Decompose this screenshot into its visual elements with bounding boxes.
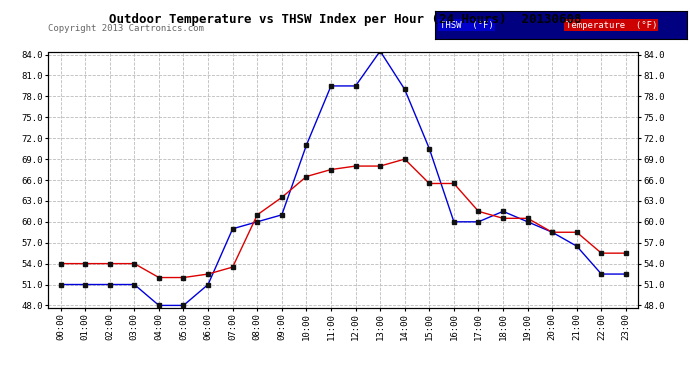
Text: Temperature  (°F): Temperature (°F) — [566, 21, 657, 30]
Text: Copyright 2013 Cartronics.com: Copyright 2013 Cartronics.com — [48, 24, 204, 33]
Text: Outdoor Temperature vs THSW Index per Hour (24 Hours)  20130608: Outdoor Temperature vs THSW Index per Ho… — [109, 13, 581, 26]
Text: THSW  (°F): THSW (°F) — [440, 21, 493, 30]
